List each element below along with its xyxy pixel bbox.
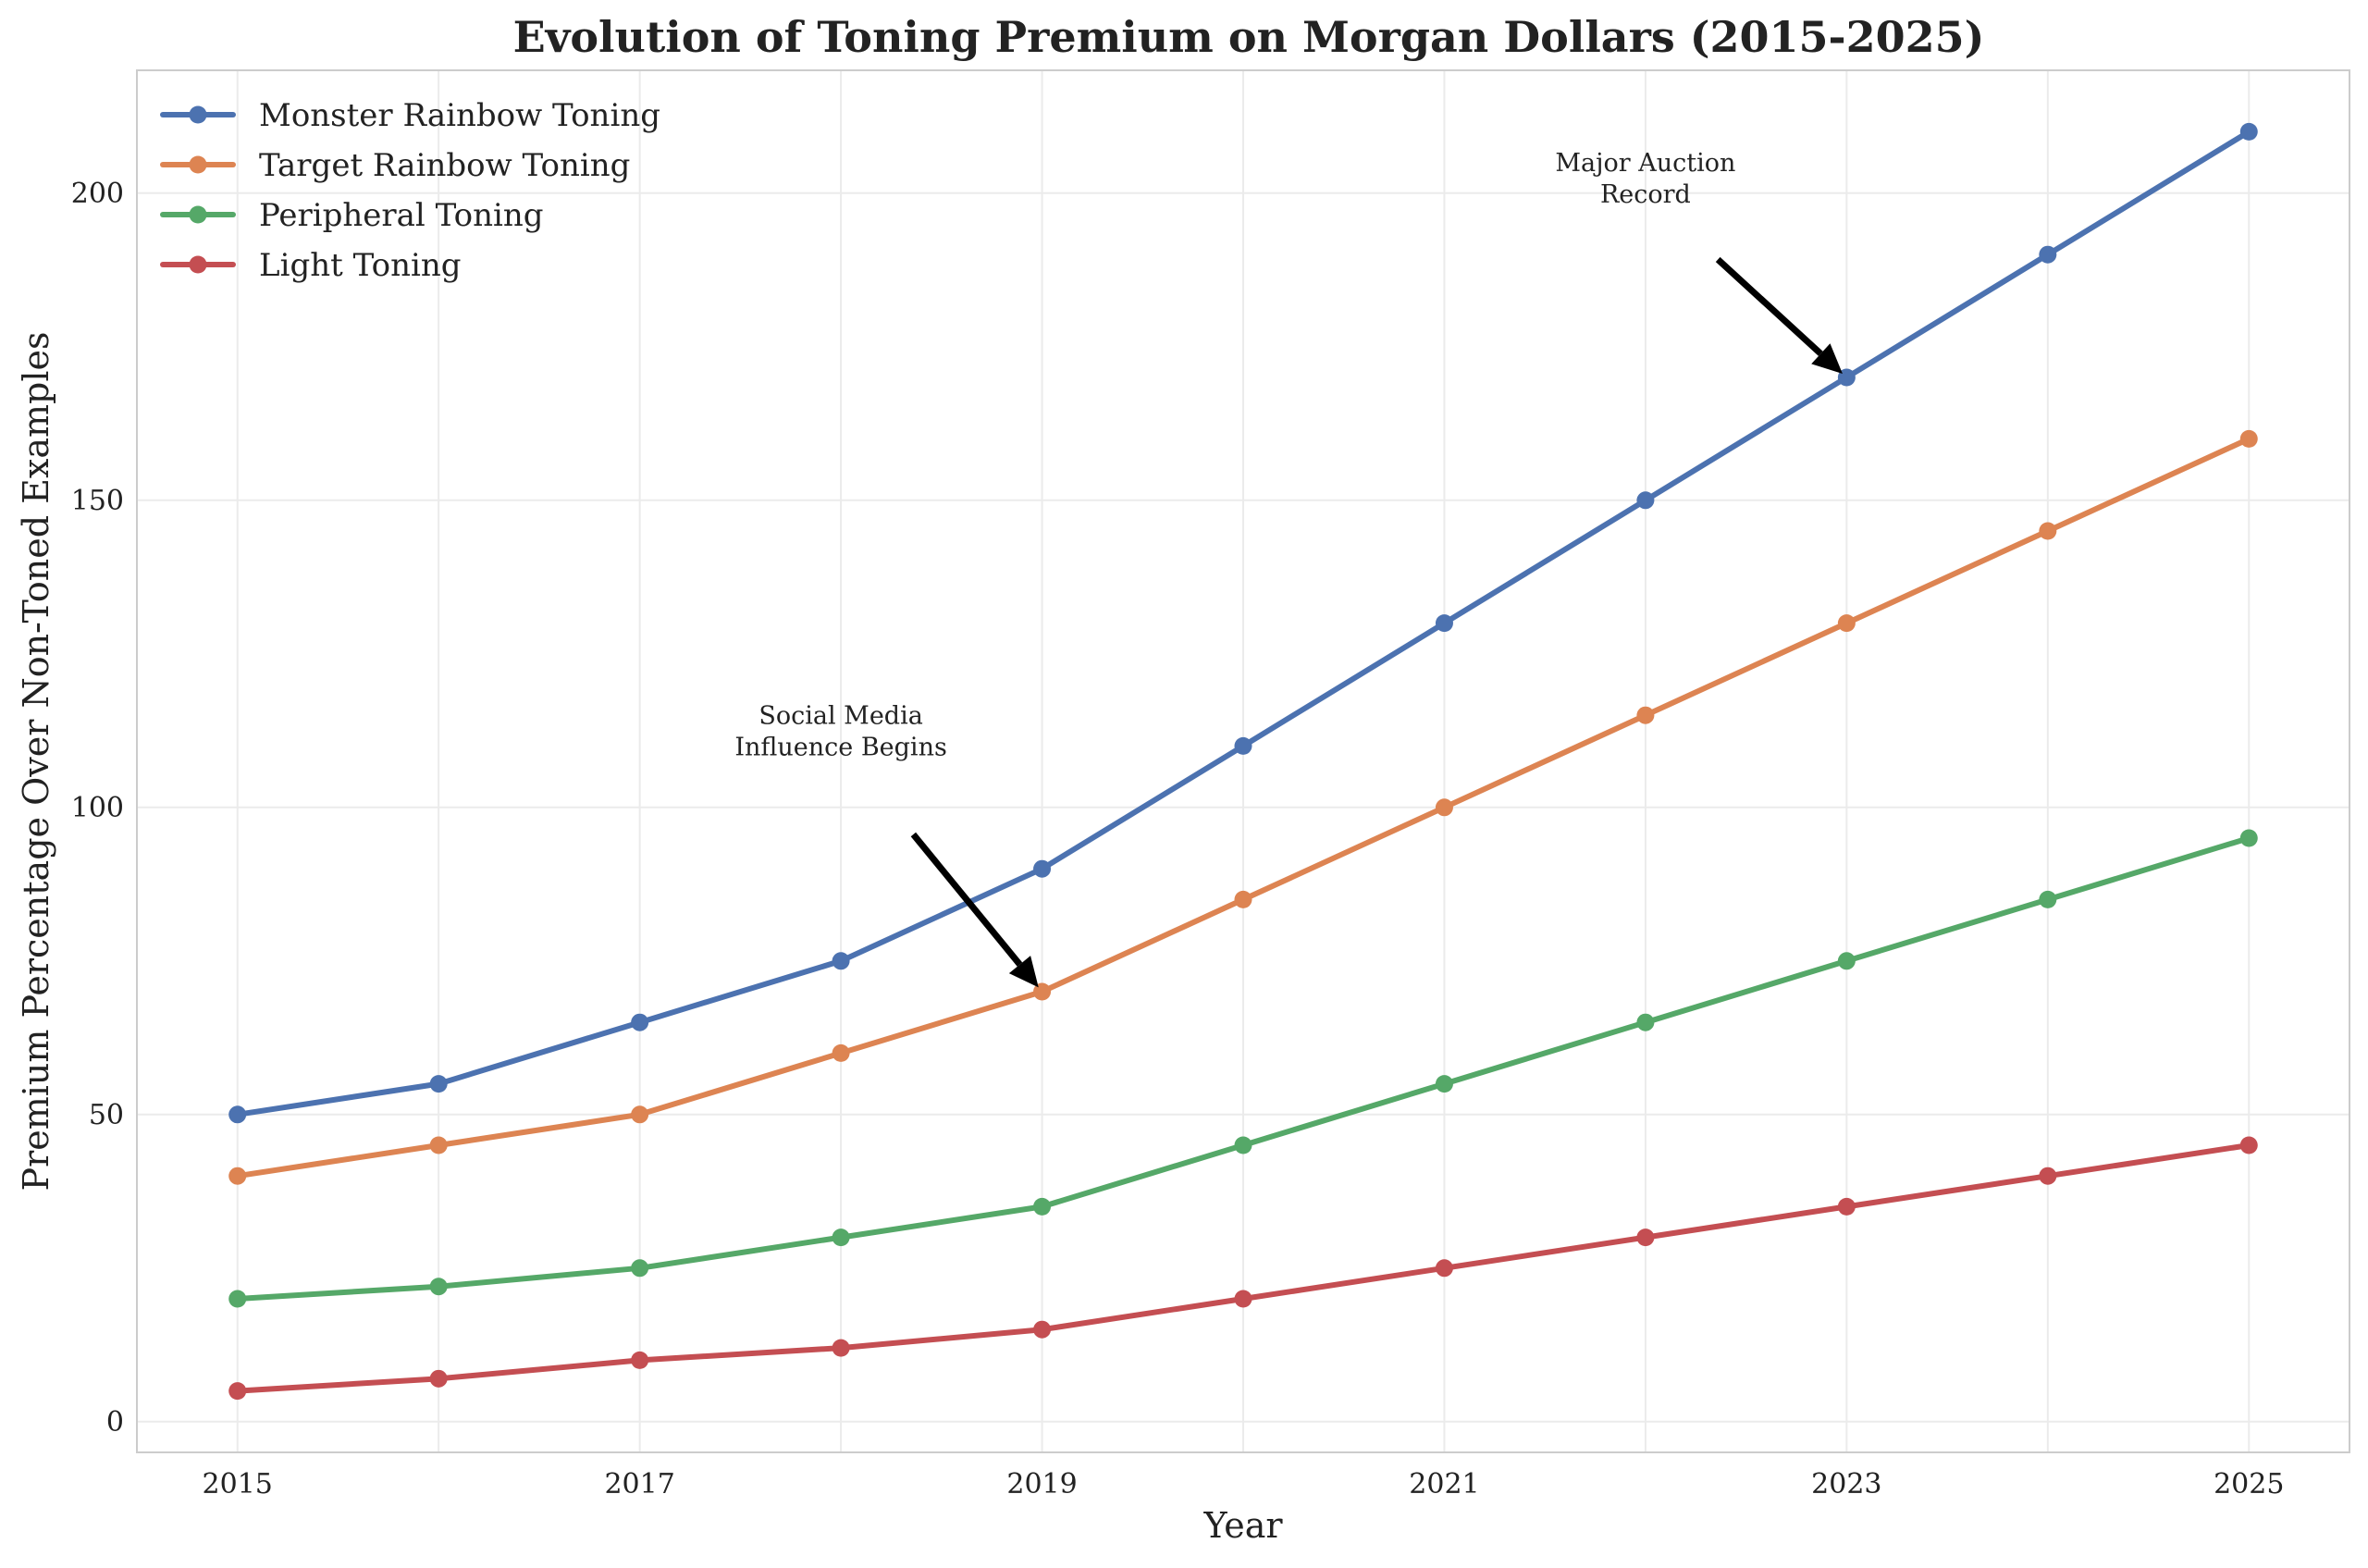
- x-tick-label: 2023: [1811, 1468, 1881, 1500]
- x-tick-label: 2017: [604, 1468, 674, 1500]
- data-point: [631, 1351, 649, 1369]
- x-tick-label: 2015: [203, 1468, 273, 1500]
- x-axis-label: Year: [1202, 1505, 1283, 1546]
- y-axis-ticks: 0 50 100 150 200: [71, 178, 124, 1438]
- data-point: [228, 1290, 247, 1308]
- series-group: [228, 122, 2258, 1401]
- annotation-arrow-head: [1008, 956, 1039, 988]
- data-point: [1435, 1259, 1453, 1278]
- x-tick-label: 2021: [1409, 1468, 1479, 1500]
- data-point: [1435, 1075, 1453, 1093]
- chart-title: Evolution of Toning Premium on Morgan Do…: [513, 12, 1985, 62]
- annotation-text: Record: [1600, 180, 1691, 209]
- legend-swatch-marker: [189, 105, 207, 124]
- annotation-arrow-head: [1811, 343, 1843, 374]
- legend-item: Monster Rainbow Toning: [160, 97, 660, 134]
- data-point: [1033, 1320, 1052, 1339]
- data-point: [1636, 706, 1655, 724]
- annotation-text: Influence Begins: [734, 733, 947, 761]
- legend-swatch-marker: [189, 205, 207, 224]
- data-point: [1234, 736, 1252, 755]
- annotation-text: Major Auction: [1555, 149, 1735, 178]
- data-point: [1636, 1228, 1655, 1247]
- series-2: [228, 829, 2258, 1308]
- data-point: [832, 1339, 850, 1357]
- data-point: [1234, 890, 1252, 908]
- legend-label: Target Rainbow Toning: [259, 147, 630, 184]
- data-point: [631, 1013, 649, 1031]
- y-tick-label: 100: [71, 792, 124, 824]
- y-tick-label: 200: [71, 178, 124, 210]
- data-point: [2039, 245, 2057, 264]
- legend-label: Peripheral Toning: [259, 197, 544, 234]
- annotation-0: Social Media Influence Begins: [734, 701, 1039, 988]
- y-axis-label: Premium Percentage Over Non-Toned Exampl…: [16, 332, 56, 1191]
- legend-label: Monster Rainbow Toning: [259, 97, 660, 134]
- x-axis-ticks: 2015 2017 2019 2021 2023 2025: [203, 1468, 2285, 1500]
- x-tick-label: 2025: [2214, 1468, 2284, 1500]
- data-point: [1033, 859, 1052, 878]
- grid: [137, 70, 2350, 1452]
- legend-swatch-marker: [189, 255, 207, 274]
- data-point: [2239, 1136, 2258, 1154]
- data-point: [631, 1105, 649, 1124]
- plot-frame: [136, 69, 2350, 1453]
- data-point: [1435, 798, 1453, 817]
- data-point: [1033, 1197, 1052, 1216]
- data-point: [1033, 982, 1052, 1001]
- data-point: [631, 1259, 649, 1278]
- annotation-arrow-shaft: [1715, 256, 1823, 356]
- data-point: [1837, 614, 1856, 633]
- annotations: Social Media Influence Begins Major Auctio…: [734, 149, 1843, 988]
- series-0: [228, 122, 2258, 1124]
- data-point: [1234, 1136, 1252, 1154]
- y-tick-label: 150: [71, 485, 124, 517]
- legend-label: Light Toning: [259, 247, 462, 284]
- data-point: [1837, 952, 1856, 970]
- data-point: [1837, 1197, 1856, 1216]
- data-point: [2239, 829, 2258, 847]
- legend-item: Light Toning: [160, 247, 462, 284]
- series-3: [228, 1136, 2258, 1401]
- data-point: [429, 1278, 448, 1296]
- data-point: [228, 1382, 247, 1401]
- data-point: [228, 1167, 247, 1185]
- series-1: [228, 429, 2258, 1185]
- data-point: [2239, 429, 2258, 448]
- legend-item: Peripheral Toning: [160, 197, 544, 234]
- data-point: [1234, 1290, 1252, 1308]
- data-point: [429, 1075, 448, 1093]
- data-point: [2039, 890, 2057, 908]
- data-point: [1636, 1013, 1655, 1031]
- legend: Monster Rainbow Toning Target Rainbow Ton…: [160, 97, 660, 284]
- data-point: [832, 952, 850, 970]
- legend-swatch-marker: [189, 155, 207, 174]
- data-point: [832, 1043, 850, 1062]
- data-point: [832, 1228, 850, 1247]
- x-tick-label: 2019: [1006, 1468, 1077, 1500]
- data-point: [1435, 614, 1453, 633]
- data-point: [429, 1136, 448, 1154]
- data-point: [2239, 122, 2258, 141]
- y-tick-label: 0: [106, 1406, 124, 1438]
- y-tick-label: 50: [89, 1099, 124, 1131]
- data-point: [1636, 491, 1655, 510]
- data-point: [429, 1369, 448, 1388]
- data-point: [2039, 522, 2057, 540]
- data-point: [228, 1105, 247, 1124]
- data-point: [2039, 1167, 2057, 1185]
- annotation-arrow-shaft: [910, 832, 1023, 967]
- annotation-text: Social Media: [758, 701, 922, 730]
- legend-item: Target Rainbow Toning: [160, 147, 630, 184]
